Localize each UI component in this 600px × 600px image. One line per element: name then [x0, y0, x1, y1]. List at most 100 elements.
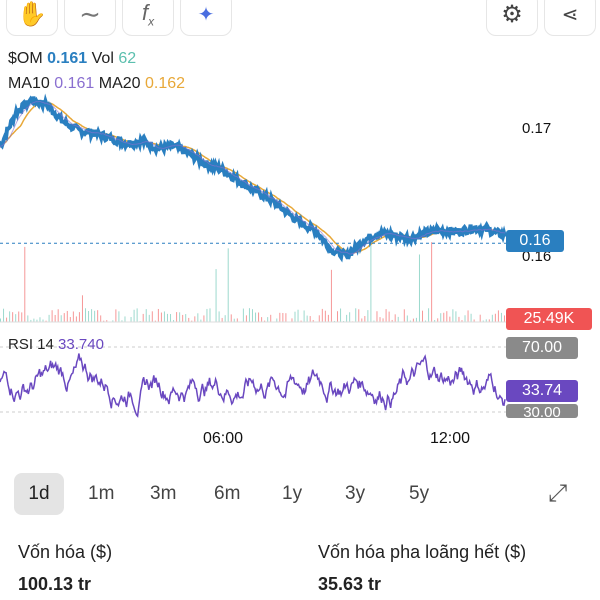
volume-bar [191, 320, 193, 322]
volume-bar [394, 314, 396, 322]
volume-bar [224, 315, 226, 322]
volume-bar [479, 314, 481, 322]
gear-icon: ⚙ [501, 0, 523, 28]
volume-bar [440, 313, 442, 322]
range-3m[interactable]: 3m [150, 483, 177, 504]
settings-button[interactable]: ⚙ [486, 0, 538, 36]
volume-bar [106, 320, 108, 322]
volume-bar [151, 311, 153, 322]
volume-bar [258, 312, 260, 322]
range-6m[interactable]: 6m [214, 483, 241, 504]
volume-bar [482, 320, 484, 322]
ma20-label: MA20 [98, 75, 141, 92]
volume-bar [236, 318, 238, 322]
volume-bar [3, 308, 5, 322]
volume-bar [185, 314, 187, 322]
volume-bar [409, 320, 411, 322]
volume-bar [306, 315, 308, 322]
volume-bar [337, 311, 339, 322]
volume-bar [376, 311, 378, 322]
volume-bar [324, 310, 326, 322]
volume-bar [464, 315, 466, 322]
ma10-line [0, 100, 506, 255]
price-line [0, 93, 506, 263]
volume-bar [264, 320, 266, 322]
volume-bar [78, 312, 80, 322]
volume-bar [9, 311, 11, 322]
expand-icon[interactable]: ⤢ [548, 480, 568, 507]
volume-bar [415, 317, 417, 322]
volume-bar [412, 318, 414, 322]
range-5y[interactable]: 5y [409, 483, 430, 504]
volume-bar [197, 313, 199, 322]
volume-bar [69, 317, 71, 322]
volume-bar [403, 309, 405, 322]
volume-bar [18, 311, 20, 322]
volume-bar [39, 317, 41, 322]
volume-bar [446, 311, 448, 322]
volume-bar [188, 317, 190, 322]
volume-bar [94, 310, 96, 322]
rsi-legend: RSI 14 33.740 [8, 336, 104, 353]
volume-bar [485, 319, 487, 322]
volume-bar [182, 314, 184, 322]
rsi-value-tag: 33.74 [506, 380, 578, 402]
volume-bar [242, 308, 244, 322]
volume-bar [166, 313, 168, 322]
volume-bar [270, 314, 272, 322]
price-chart[interactable] [0, 0, 506, 420]
symbol: $OM [8, 50, 43, 67]
volume-bar [170, 314, 172, 322]
volume-bar [455, 311, 457, 322]
line-icon: ∼ [79, 0, 101, 29]
volume-bar [133, 309, 135, 322]
volume-bar [72, 311, 74, 322]
share-button[interactable]: ⋖ [544, 0, 596, 36]
range-3y[interactable]: 3y [345, 483, 366, 504]
tool-hand[interactable]: ✋ [6, 0, 58, 36]
volume-bar [179, 312, 181, 322]
volume-bar [200, 319, 202, 322]
volume-bar [431, 242, 433, 322]
volume-bar [163, 311, 165, 322]
tool-line[interactable]: ∼ [64, 0, 116, 36]
volume-bar [346, 314, 348, 322]
range-1d[interactable]: 1d [14, 473, 64, 515]
volume-bar [385, 309, 387, 322]
volume-bar [255, 312, 257, 322]
volume-bar [203, 315, 205, 322]
volume-bar [85, 308, 87, 322]
volume-bar [285, 313, 287, 322]
volume-bar [367, 310, 369, 322]
volume-bar [45, 320, 47, 322]
range-1m[interactable]: 1m [88, 483, 115, 504]
volume-bar [88, 310, 90, 322]
volume-bar [42, 319, 44, 322]
volume-bar [321, 308, 323, 322]
volume-bar [194, 316, 196, 322]
tool-ai[interactable]: ✦ [180, 0, 232, 36]
tool-function[interactable]: fx [122, 0, 174, 36]
volume-bar [57, 309, 59, 322]
volume-bar [382, 318, 384, 322]
fdv-value: 35.63 tr [318, 574, 382, 594]
volume-bar [449, 316, 451, 322]
market-cap-label: Vốn hóa ($) [18, 542, 113, 562]
volume-bar [221, 317, 223, 322]
volume-bar [503, 315, 505, 322]
volume-bar [27, 315, 29, 322]
price-value: 0.161 [47, 50, 88, 67]
volume-bar [148, 314, 150, 322]
rsi-line [0, 353, 506, 418]
vol-value: 62 [118, 50, 137, 67]
range-1y[interactable]: 1y [282, 483, 303, 504]
volume-bar [434, 319, 436, 322]
volume-bar [391, 319, 393, 322]
ma10-label: MA10 [8, 75, 50, 92]
volume-bar [251, 309, 253, 322]
volume-bar [112, 320, 114, 322]
volume-bar [248, 308, 250, 322]
volume-bar [176, 312, 178, 322]
volume-bar [340, 308, 342, 322]
volume-bar [121, 320, 123, 322]
